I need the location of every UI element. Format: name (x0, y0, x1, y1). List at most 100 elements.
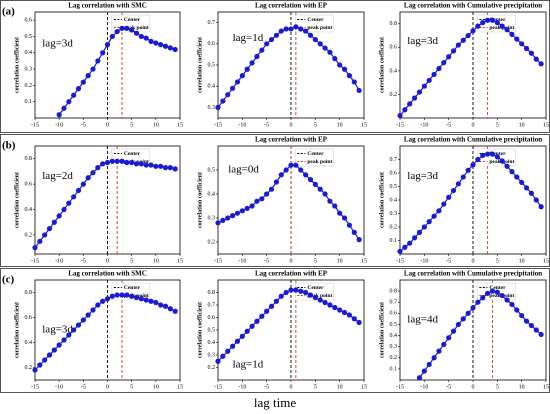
data-point (485, 17, 491, 23)
data-line (217, 289, 360, 362)
data-point (119, 292, 125, 298)
data-point (298, 167, 304, 173)
x-tick-label: 5 (496, 384, 499, 390)
data-point (264, 308, 270, 314)
data-point (95, 58, 101, 64)
data-point (514, 307, 520, 313)
data-point (273, 179, 279, 185)
data-point (104, 159, 111, 166)
data-point (402, 107, 408, 113)
subplot: -15 -10 -5 0 5 10 15 0.2 0.4 0.6 0.8 correlation co… (2, 270, 183, 391)
data-point (143, 162, 149, 168)
data-point (225, 348, 231, 354)
y-tick-label: 0.6 (25, 18, 33, 24)
x-tick-label: -5 (264, 384, 269, 390)
x-tick-label: -10 (55, 122, 63, 128)
y-tick-label: 0.4 (208, 84, 216, 90)
y-axis-label: correlation coefficient (14, 37, 20, 93)
x-tick-label: 5 (496, 122, 499, 128)
data-point (46, 352, 53, 358)
y-tick-label: 0.2 (25, 232, 33, 238)
data-point (327, 198, 333, 204)
data-point (307, 292, 314, 298)
data-point (162, 303, 169, 309)
legend-label: Center (489, 151, 506, 157)
data-point (317, 186, 323, 192)
x-tick-label: 10 (153, 384, 159, 390)
y-tick-label: 0.4 (25, 207, 33, 213)
x-tick-label: 0 (472, 122, 475, 128)
annotation: lag=3d (407, 170, 438, 182)
data-point (37, 362, 43, 368)
row-frame (0, 134, 550, 267)
data-point (75, 187, 82, 194)
data-point (441, 60, 447, 66)
y-tick-label: 0.6 (208, 315, 216, 321)
data-point (494, 154, 500, 160)
data-point (278, 172, 284, 178)
y-tick-label: 0.1 (25, 99, 33, 105)
x-tick-label: 5 (130, 384, 133, 390)
chart-title: Lag correlation with SMC (68, 270, 147, 278)
data-point (249, 323, 255, 329)
x-tick-label: -15 (214, 384, 222, 390)
x-tick-label: 0 (290, 122, 293, 128)
data-point (402, 244, 408, 250)
data-point (51, 347, 57, 353)
data-point (317, 41, 323, 47)
data-point (322, 191, 328, 197)
y-tick-label: 0.2 (390, 355, 398, 361)
data-point (494, 289, 500, 295)
subplot: -15 -10 -5 0 5 10 15 0.2 0.4 0.6 0.8 correlation co… (379, 2, 549, 129)
y-tick-label: 0.7 (208, 20, 216, 26)
y-tick-label: 0.3 (208, 105, 216, 111)
x-tick-label: 0 (106, 384, 109, 390)
data-point (56, 112, 62, 118)
data-point (485, 290, 491, 296)
x-tick-label: 15 (361, 384, 367, 390)
data-point (90, 170, 96, 176)
legend-label: Center (489, 285, 506, 291)
data-point (460, 174, 466, 180)
data-point (273, 32, 279, 38)
data-point (66, 332, 72, 338)
y-tick-label: 0.6 (390, 45, 398, 51)
data-point (254, 318, 260, 324)
data-point (322, 299, 328, 306)
y-axis-label: correlation coefficient (197, 37, 203, 93)
data-point (119, 25, 125, 31)
y-tick-label: 0.8 (390, 21, 398, 27)
data-point (356, 237, 362, 243)
data-point (80, 181, 86, 187)
data-point (254, 198, 260, 204)
y-tick-label: 0.1 (390, 366, 398, 372)
panel-label: (b) (2, 140, 16, 152)
legend-label: Center (124, 17, 141, 23)
data-point (519, 312, 525, 319)
data-point (397, 113, 403, 119)
y-tick-label: 0.1 (390, 238, 398, 244)
data-point (138, 161, 144, 167)
data-point (421, 224, 427, 230)
x-tick-label: 15 (361, 122, 367, 128)
data-point (172, 166, 178, 172)
data-point (538, 61, 544, 67)
data-point (441, 201, 447, 207)
y-tick-label: 0.5 (25, 34, 33, 40)
y-tick-label: 0.6 (208, 41, 216, 47)
data-point (133, 30, 140, 36)
data-point (436, 65, 442, 72)
data-point (416, 375, 423, 381)
x-tick-label: 5 (130, 122, 133, 128)
data-point (234, 210, 241, 216)
data-point (80, 79, 86, 85)
data-point (153, 40, 159, 46)
data-point (119, 158, 125, 164)
data-point (259, 47, 265, 53)
data-point (109, 293, 115, 299)
y-axis-label: correlation coefficient (197, 172, 203, 228)
data-point (489, 17, 496, 23)
x-tick-label: -10 (238, 258, 246, 264)
data-point (288, 162, 294, 168)
y-tick-label: 0.4 (390, 197, 398, 203)
